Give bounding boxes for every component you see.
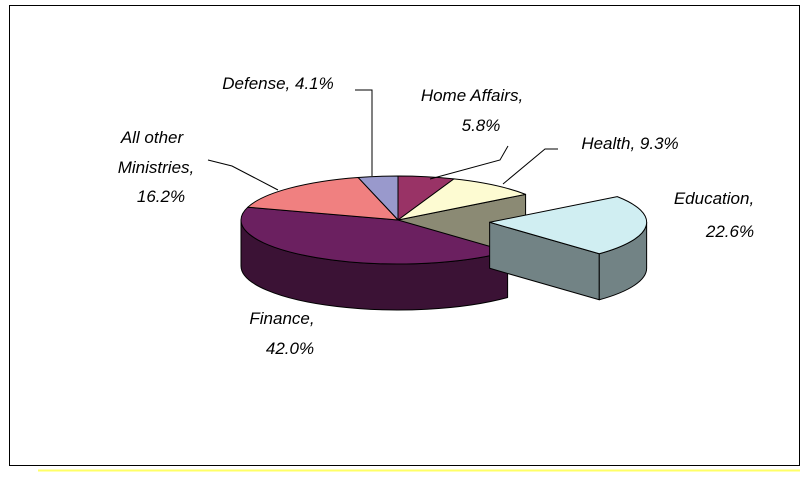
slice-label: All other: [120, 128, 185, 147]
slice-label: 42.0%: [266, 339, 314, 358]
leader-line: [502, 148, 558, 185]
slice-label: Health, 9.3%: [581, 134, 678, 153]
slice-label: Education,: [674, 189, 754, 208]
slice-label: Finance,: [249, 309, 314, 328]
slice-label: 16.2%: [137, 187, 185, 206]
leader-line: [355, 89, 373, 176]
slice-label: 22.6%: [705, 222, 754, 241]
labels: Defense, 4.1% Home Affairs, 5.8% Health, 9.…: [118, 74, 754, 358]
slice-top: [240, 206, 509, 265]
slice-label: Ministries,: [118, 158, 195, 177]
slice-label: Defense, 4.1%: [222, 74, 334, 93]
slice-label: Home Affairs,: [421, 86, 523, 105]
leader-line: [207, 159, 279, 191]
slice-label: 5.8%: [462, 116, 501, 135]
slice-top: [489, 196, 648, 255]
leader-line: [429, 145, 509, 180]
slice-top: [397, 178, 527, 221]
pie: [240, 175, 648, 311]
slice-top: [247, 176, 399, 221]
